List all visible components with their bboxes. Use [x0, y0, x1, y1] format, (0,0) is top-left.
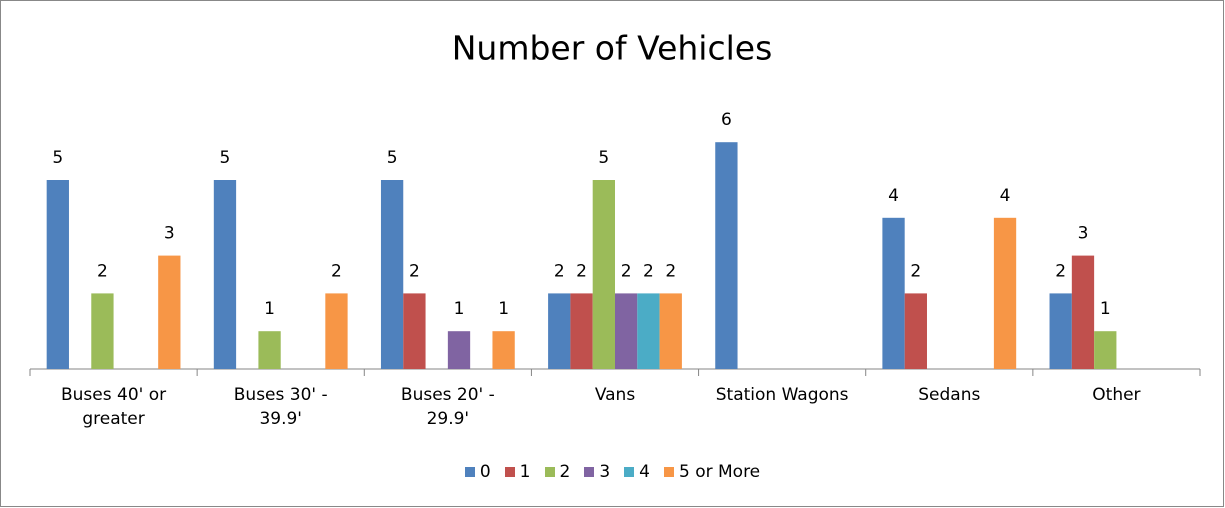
data-label: 4 [888, 186, 899, 206]
data-label: 2 [97, 261, 108, 281]
legend-label: 1 [519, 462, 531, 482]
bar [570, 293, 593, 369]
legend-swatch [624, 467, 635, 477]
bar [637, 293, 660, 369]
bar [1049, 293, 1072, 369]
bar [592, 180, 615, 369]
bar [904, 293, 927, 369]
bar [213, 180, 237, 369]
legend-item: 1 [504, 462, 531, 482]
bar [659, 293, 682, 369]
data-label: 1 [454, 299, 465, 319]
bar [882, 217, 905, 369]
legend-swatch [584, 467, 595, 477]
legend-swatch [663, 467, 674, 477]
legend-item: 3 [584, 462, 610, 482]
legend-label: 0 [479, 462, 491, 482]
bar [258, 331, 281, 369]
data-label: 2 [910, 261, 921, 281]
bar [1071, 255, 1095, 369]
legend-label: 2 [559, 462, 571, 482]
bar [715, 142, 738, 369]
data-label: 2 [643, 261, 654, 281]
bar [325, 293, 348, 369]
data-label: 5 [598, 148, 609, 168]
bar [615, 293, 638, 369]
bar [403, 293, 426, 369]
legend-label: 5 or More [678, 462, 761, 482]
bar [1094, 331, 1117, 369]
legend-item: 5 or More [663, 462, 761, 482]
x-tick-label: Station Wagons [715, 385, 849, 405]
bar [548, 293, 571, 369]
chart-title: Number of Vehicles [452, 29, 773, 68]
data-label: 2 [1055, 261, 1066, 281]
data-label: 1 [498, 299, 509, 319]
data-label: 2 [576, 261, 587, 281]
bar [91, 293, 114, 369]
bar [993, 217, 1017, 369]
bar [46, 180, 69, 369]
legend-label: 3 [599, 462, 611, 482]
data-label: 2 [665, 261, 676, 281]
data-label: 2 [409, 261, 420, 281]
bar [492, 331, 515, 369]
legend-item: 0 [464, 462, 491, 482]
data-label: 2 [554, 261, 565, 281]
legend-item: 2 [544, 462, 571, 482]
x-tick-label: Other [1092, 385, 1141, 405]
data-label: 5 [220, 148, 231, 168]
bar [447, 331, 471, 369]
data-label: 4 [1000, 186, 1011, 206]
data-label: 5 [52, 148, 63, 168]
legend-label: 4 [639, 462, 650, 482]
x-tick-label: Buses 40' or greater [61, 385, 167, 429]
data-label: 2 [331, 261, 342, 281]
legend: 0 1 2 3 4 5 or More [0, 462, 1225, 482]
data-label: 1 [264, 299, 275, 319]
data-label: 6 [721, 110, 732, 130]
legend-swatch [544, 467, 555, 477]
bar [158, 255, 181, 369]
data-label: 1 [1100, 299, 1111, 319]
bar [380, 180, 404, 369]
data-label: 3 [164, 224, 175, 244]
data-label: 3 [1078, 224, 1089, 244]
data-label: 2 [621, 261, 632, 281]
x-tick-label: Buses 30' - 39.9' [233, 385, 328, 429]
data-label: 5 [387, 148, 398, 168]
legend-swatch [504, 467, 515, 477]
x-tick-label: Buses 20' - 29.9' [400, 385, 495, 429]
legend-item: 4 [624, 462, 650, 482]
x-tick-label: Sedans [918, 385, 981, 405]
x-tick-label: Vans [594, 385, 636, 405]
legend-swatch [464, 467, 475, 477]
